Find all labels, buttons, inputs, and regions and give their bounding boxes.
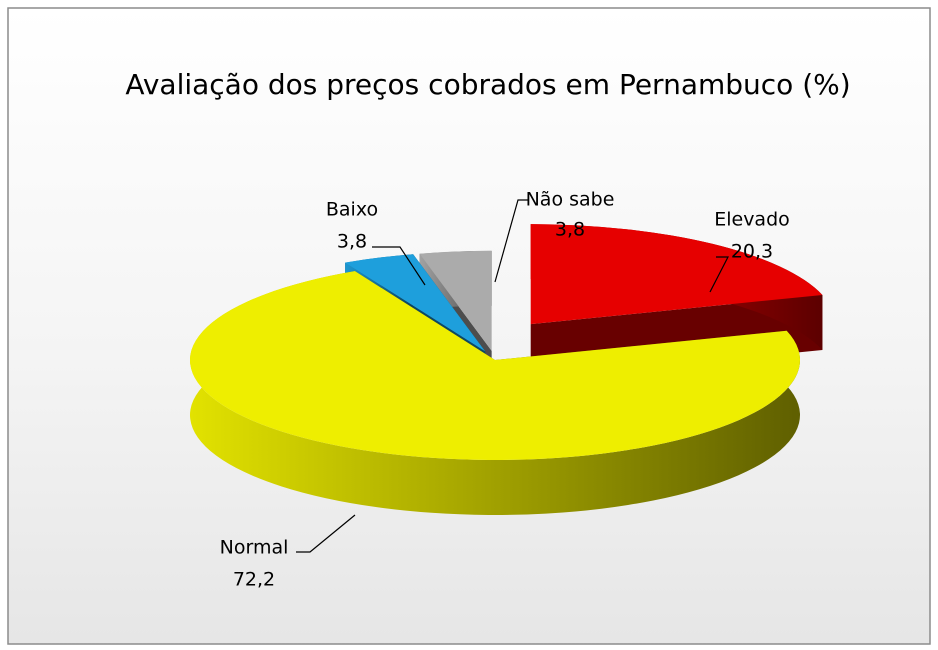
category-label: Normal: [220, 537, 289, 559]
pie: [189, 224, 823, 515]
value-label: 3,8: [337, 231, 367, 253]
value-label: 72,2: [233, 569, 275, 591]
leader-line: [709, 256, 729, 293]
leader-line: [372, 246, 426, 286]
chart-title: Avaliação dos preços cobrados em Pernamb…: [125, 68, 850, 101]
slice-top: [530, 224, 823, 325]
slice-top: [345, 254, 486, 352]
leader-line: [296, 514, 356, 553]
slice-top: [189, 271, 800, 460]
category-label: Baixo: [326, 199, 378, 221]
slice-side: [189, 271, 800, 515]
category-label: Elevado: [714, 209, 790, 231]
slice-top: [419, 250, 492, 351]
value-label: 3,8: [555, 219, 585, 241]
value-label: 20,3: [731, 241, 773, 263]
category-label: Não sabe: [526, 189, 615, 211]
leader-line: [494, 199, 528, 283]
